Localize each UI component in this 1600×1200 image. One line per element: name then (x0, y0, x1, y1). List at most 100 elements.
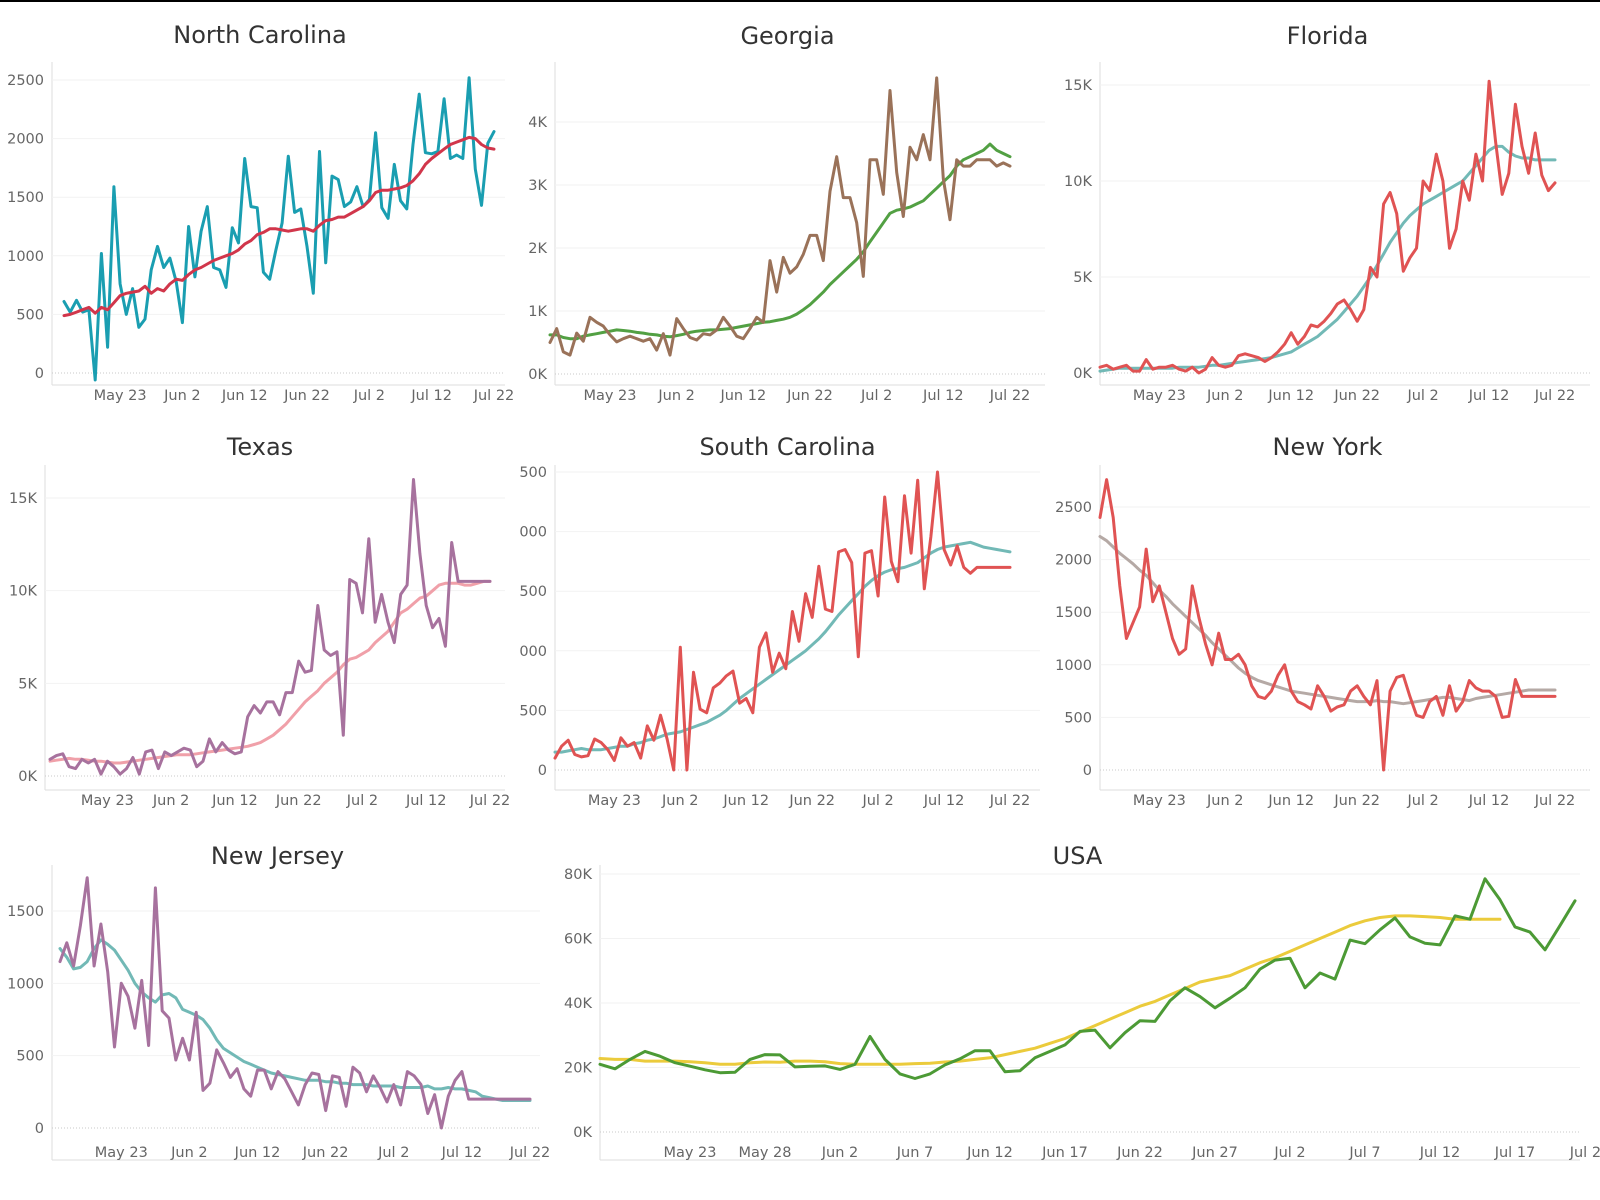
y-tick-label: 500 (1064, 710, 1092, 726)
x-tick-label: Jul 22 (469, 793, 511, 809)
y-tick-label: 60K (564, 932, 592, 948)
x-tick-label: May 23 (1133, 388, 1186, 404)
line-chart-svg: 0K 1K 2K 3K 4K May 23 Jun 2 Jun 12 Jun 22 Jul 2 Ju… (528, 62, 1045, 404)
x-tick-label: Jun 12 (719, 388, 766, 404)
x-tick-label: Jun 17 (1041, 1145, 1088, 1161)
x-tick-label: Jun 22 (1333, 793, 1380, 809)
y-tick-label: 0K (1073, 366, 1092, 382)
series-line-0 (548, 142, 1012, 341)
x-tick-label: Jul 2 (860, 388, 892, 404)
y-tick-label: 2500 (7, 73, 44, 89)
y-tick-label: 2000 (520, 525, 547, 541)
x-tick-label: Jul 12 (922, 388, 964, 404)
y-tick-label: 0K (18, 769, 37, 785)
chart-title: New York (1272, 433, 1383, 461)
y-tick-label: 0K (573, 1125, 592, 1141)
x-tick-label: Jul 12 (1419, 1145, 1461, 1161)
panel-north-carolina: 0 500 1000 1500 2000 2500 May 23 Jun 2 Jun 12 Jun… (0, 0, 520, 410)
x-tick-label: Jul 12 (441, 1145, 483, 1161)
y-tick-label: 40K (564, 996, 592, 1012)
line-chart-svg: 0 500 1000 1500 2000 2500 May 23 Jun 2 Jun 12 Jun… (520, 465, 1040, 809)
x-tick-label: Jul 22 (989, 388, 1031, 404)
series-line-1 (553, 470, 1012, 772)
x-tick-label: Jun 2 (170, 1145, 208, 1161)
chart-title: South Carolina (699, 433, 876, 461)
series-line-0 (553, 540, 1012, 754)
x-tick-label: Jun 2 (661, 793, 699, 809)
x-tick-label: Jul 22 (1569, 1145, 1600, 1161)
x-tick-label: Jun 22 (283, 388, 330, 404)
line-chart-svg: 0 500 1000 1500 May 23 Jun 2 Jun 12 Jun 22 Jul 2… (7, 865, 551, 1161)
x-tick-label: May 23 (94, 388, 147, 404)
panel-georgia: 0K 1K 2K 3K 4K May 23 Jun 2 Jun 12 Jun 22 Jul 2 Ju… (520, 0, 1055, 410)
x-tick-label: Jun 12 (234, 1145, 281, 1161)
x-tick-label: Jul 12 (410, 388, 452, 404)
x-tick-label: May 23 (1133, 793, 1186, 809)
y-tick-label: 4K (528, 115, 547, 131)
x-tick-label: Jun 12 (1267, 388, 1314, 404)
y-tick-label: 1500 (520, 584, 547, 600)
line-chart-svg: 0 500 1000 1500 2000 2500 May 23 Jun 2 Jun 12 Jun… (7, 62, 515, 404)
x-tick-label: Jun 22 (788, 793, 835, 809)
chart-title: Texas (226, 433, 294, 461)
y-tick-label: 15K (1064, 78, 1092, 94)
y-tick-label: 10K (9, 584, 37, 600)
series-line-1 (62, 135, 496, 318)
chart-title: USA (1052, 842, 1103, 870)
x-tick-label: Jul 22 (989, 793, 1031, 809)
x-tick-label: Jun 12 (722, 793, 769, 809)
x-tick-label: Jul 2 (1273, 1145, 1305, 1161)
y-tick-label: 1500 (7, 904, 44, 920)
y-tick-label: 5K (1073, 270, 1092, 286)
x-tick-label: Jul 22 (473, 388, 515, 404)
x-tick-label: Jul 2 (1406, 793, 1438, 809)
x-tick-label: Jul 7 (1348, 1145, 1380, 1161)
series-line-1 (1098, 478, 1557, 772)
x-tick-label: May 23 (588, 793, 641, 809)
top-border-line (0, 0, 1600, 2)
x-tick-label: May 23 (81, 793, 134, 809)
x-tick-label: Jun 12 (966, 1145, 1013, 1161)
x-tick-label: Jun 22 (302, 1145, 349, 1161)
y-tick-label: 80K (564, 867, 592, 883)
y-tick-label: 0 (35, 1121, 44, 1137)
x-tick-label: Jun 2 (1206, 793, 1244, 809)
y-tick-label: 1000 (1055, 658, 1092, 674)
x-tick-label: Jun 7 (896, 1145, 934, 1161)
panel-south-carolina: 0 500 1000 1500 2000 2500 May 23 Jun 2 Jun 12 Jun… (520, 410, 1055, 820)
y-tick-label: 0 (35, 366, 44, 382)
y-tick-label: 0K (528, 367, 547, 383)
x-tick-label: Jul 12 (923, 793, 965, 809)
x-tick-label: Jul 2 (861, 793, 893, 809)
y-tick-label: 1500 (1055, 605, 1092, 621)
y-tick-label: 0 (538, 763, 547, 779)
x-tick-label: Jul 2 (1406, 388, 1438, 404)
chart-title: New Jersey (210, 842, 345, 870)
panel-florida: 0K 5K 10K 15K May 23 Jun 2 Jun 12 Jun 22 Jul 2 Ju… (1055, 0, 1600, 410)
x-tick-label: Jun 12 (221, 388, 268, 404)
y-tick-label: 500 (16, 1049, 44, 1065)
y-tick-label: 2000 (1055, 553, 1092, 569)
x-tick-label: Jul 22 (509, 1145, 551, 1161)
x-tick-label: Jul 12 (405, 793, 447, 809)
chart-title: North Carolina (173, 21, 347, 49)
series-line-0 (1098, 144, 1557, 373)
line-chart-svg: 0K 5K 10K 15K May 23 Jun 2 Jun 12 Jun 22 Jul 2 Ju… (9, 465, 511, 809)
x-tick-label: Jun 27 (1191, 1145, 1238, 1161)
x-tick-label: Jul 17 (1494, 1145, 1536, 1161)
x-tick-label: Jul 12 (1468, 388, 1510, 404)
series-line-0 (598, 914, 1502, 1066)
y-tick-label: 2000 (7, 132, 44, 148)
line-chart-svg: 0K 20K 40K 60K 80K May 23 May 28 Jun 2 Jun 7 Jun … (564, 865, 1600, 1161)
x-tick-label: May 23 (95, 1145, 148, 1161)
y-tick-label: 15K (9, 491, 37, 507)
panel-new-york: 0 500 1000 1500 2000 2500 May 23 Jun 2 Jun 12 Jun… (1055, 410, 1600, 820)
y-tick-label: 0 (1083, 763, 1092, 779)
x-tick-label: Jul 2 (353, 388, 385, 404)
chart-title: Florida (1286, 22, 1369, 50)
x-tick-label: Jul 22 (1534, 388, 1576, 404)
y-tick-label: 2500 (520, 465, 547, 481)
series-line-0 (48, 579, 492, 765)
series-line-1 (598, 877, 1577, 1080)
panel-texas: 0K 5K 10K 15K May 23 Jun 2 Jun 12 Jun 22 Jul 2 Ju… (0, 410, 520, 820)
